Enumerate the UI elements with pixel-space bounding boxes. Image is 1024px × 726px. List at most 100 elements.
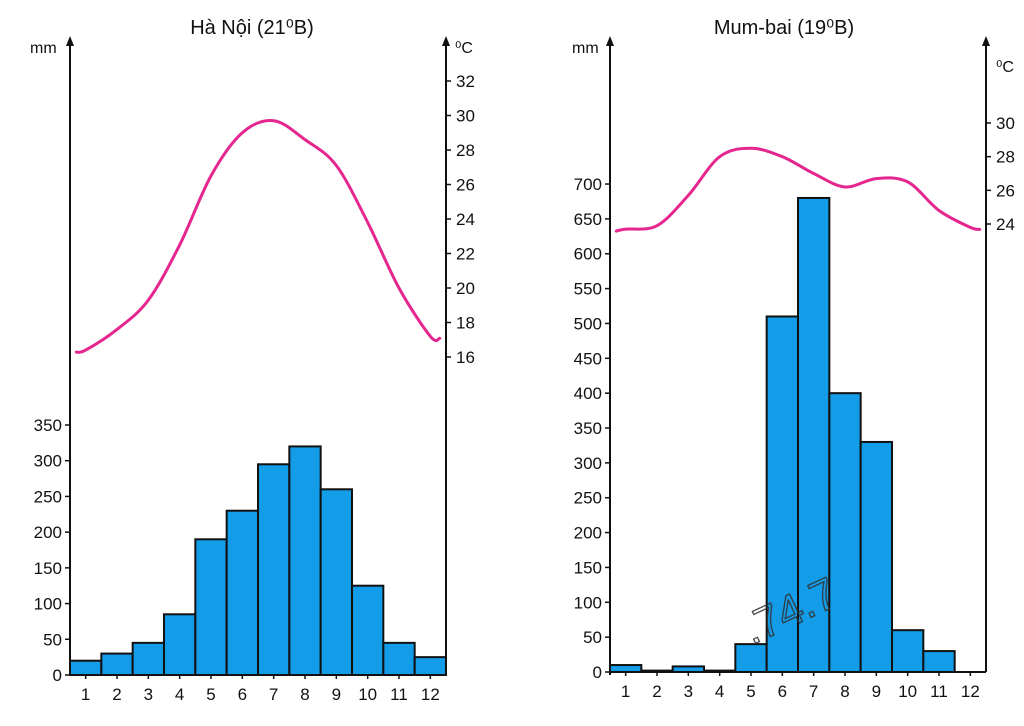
mumbai-temp-unit: ⁰C [996, 59, 1014, 76]
mumbai-right-axis-arrow [982, 36, 990, 46]
mumbai-temp-ticks: 24 26 28 30 [986, 114, 1015, 234]
hanoi-month-label: 6 [238, 685, 247, 704]
hanoi-rain-tick-label: 150 [34, 559, 62, 578]
mumbai-month-label: 4 [715, 682, 724, 701]
mumbai-temp-tick-label: 26 [996, 181, 1015, 200]
mumbai-rain-tick-label: 700 [574, 175, 602, 194]
mumbai-month-label: 10 [898, 682, 917, 701]
mumbai-rain-tick-label: 600 [574, 245, 602, 264]
mumbai-rain-tick-label: 0 [593, 663, 602, 682]
hanoi-temp-tick-label: 30 [456, 107, 475, 126]
hanoi-rain-tick-label: 0 [53, 666, 62, 685]
hanoi-temp-ticks: 16 18 20 22 24 26 28 30 32 [446, 72, 475, 367]
mumbai-rain-tick-label: 250 [574, 489, 602, 508]
mumbai-rain-tick-label: 500 [574, 314, 602, 333]
mumbai-rain-tick-label: 350 [574, 419, 602, 438]
mumbai-rain-bar [891, 629, 925, 674]
hanoi-rain-bar [413, 656, 447, 677]
mumbai-rain-tick-label: 150 [574, 558, 602, 577]
hanoi-month-label: 1 [81, 685, 90, 704]
hanoi-temp-tick-label: 20 [456, 279, 475, 298]
hanoi-rain-tick-label: 100 [34, 595, 62, 614]
mumbai-month-label: 6 [778, 682, 787, 701]
mumbai-temp-tick-label: 30 [996, 114, 1015, 133]
mumbai-rain-tick-label: 100 [574, 593, 602, 612]
hanoi-rain-bar [382, 641, 416, 677]
hanoi-month-label: 3 [144, 685, 153, 704]
mumbai-rain-tick-label: 400 [574, 384, 602, 403]
hanoi-rain-tick-label: 50 [43, 630, 62, 649]
hanoi-temp-tick-label: 22 [456, 245, 475, 264]
hanoi-month-labels: 1 2 3 4 5 6 7 8 9 10 11 12 [81, 675, 440, 704]
mumbai-rain-bars [609, 196, 956, 674]
mumbai-rain-bar [859, 440, 894, 673]
hanoi-rain-bar [319, 488, 353, 677]
hanoi-month-label: 10 [358, 685, 377, 704]
hanoi-temp-tick-label: 32 [456, 72, 475, 91]
mumbai-month-label: 8 [840, 682, 849, 701]
mumbai-rain-bar [671, 665, 706, 674]
mumbai-rain-bar [765, 315, 800, 673]
hanoi-rain-bar [69, 659, 103, 676]
hanoi-rain-bar [131, 641, 166, 677]
hanoi-temperature-line [74, 118, 442, 354]
hanoi-rain-tick-label: 200 [34, 523, 62, 542]
hanoi-month-label: 8 [300, 685, 309, 704]
mumbai-rain-tick-label: 450 [574, 349, 602, 368]
mumbai-temp-tick-label: 28 [996, 148, 1015, 167]
mumbai-month-labels: 1 2 3 4 5 6 7 8 9 10 11 12 [621, 672, 980, 701]
mumbai-rain-ticks: 0 50 100 150 200 250 300 350 400 450 500 550 600 650 7… [574, 175, 610, 682]
mumbai-chart: Mum-bai (19⁰B) mm ⁰C 0 50 100 150 200 250 300 3… [572, 17, 1015, 701]
mumbai-month-label: 2 [652, 682, 661, 701]
mumbai-chart-title: Mum-bai (19⁰B) [714, 17, 854, 39]
mumbai-rain-tick-label: 50 [583, 628, 602, 647]
hanoi-rain-bar [100, 652, 134, 676]
hanoi-rain-bars [69, 445, 447, 677]
hanoi-rain-tick-label: 300 [34, 452, 62, 471]
hanoi-chart-title: Hà Nội (21⁰B) [190, 17, 314, 39]
hanoi-temp-tick-label: 24 [456, 210, 475, 229]
hanoi-temp-tick-label: 16 [456, 348, 475, 367]
hanoi-chart: Hà Nội (21⁰B) mm ⁰C 05010015020025030035… [30, 17, 475, 704]
mumbai-rain-tick-label: 200 [574, 524, 602, 543]
hanoi-rain-bar [351, 584, 385, 677]
hanoi-rain-bar [288, 445, 322, 677]
mumbai-temp-tick-label: 24 [996, 215, 1015, 234]
mumbai-month-label: 5 [746, 682, 755, 701]
hanoi-rain-bar [163, 613, 197, 676]
mumbai-left-axis-arrow [606, 36, 614, 46]
mumbai-month-label: 11 [930, 682, 948, 701]
hanoi-temp-tick-label: 18 [456, 314, 475, 333]
hanoi-rain-tick-label: 350 [34, 416, 62, 435]
hanoi-left-axis-arrow [66, 36, 74, 46]
mumbai-rain-unit: mm [572, 40, 599, 57]
mumbai-month-label: 7 [809, 682, 818, 701]
mumbai-rain-tick-label: 300 [574, 454, 602, 473]
mumbai-month-label: 1 [621, 682, 630, 701]
hanoi-rain-ticks: 0 50 100 150 200 250 300 350 [34, 416, 70, 685]
mumbai-rain-bar [609, 664, 643, 673]
mumbai-rain-tick-label: 650 [574, 210, 602, 229]
hanoi-month-label: 4 [175, 685, 184, 704]
hanoi-rain-bar [257, 463, 291, 676]
mumbai-rain-bar [922, 650, 956, 673]
hanoi-month-label: 5 [206, 685, 215, 704]
hanoi-month-label: 7 [269, 685, 278, 704]
hanoi-rain-bar [225, 509, 260, 676]
hanoi-rain-unit: mm [30, 40, 57, 57]
hanoi-temp-tick-label: 28 [456, 141, 475, 160]
mumbai-rain-bar [797, 196, 831, 674]
hanoi-rain-bar [194, 538, 228, 677]
mumbai-rain-bar [828, 392, 862, 673]
mumbai-month-label: 12 [961, 682, 980, 701]
mumbai-rain-bar [640, 669, 674, 673]
hanoi-right-axis-arrow [442, 36, 450, 46]
mumbai-temperature-line [614, 146, 982, 233]
mumbai-month-label: 9 [872, 682, 881, 701]
mumbai-month-label: 3 [684, 682, 693, 701]
hanoi-month-label: 12 [421, 685, 440, 704]
mumbai-rain-tick-label: 550 [574, 280, 602, 299]
hanoi-temp-unit: ⁰C [455, 40, 473, 57]
hanoi-rain-tick-label: 250 [34, 487, 62, 506]
